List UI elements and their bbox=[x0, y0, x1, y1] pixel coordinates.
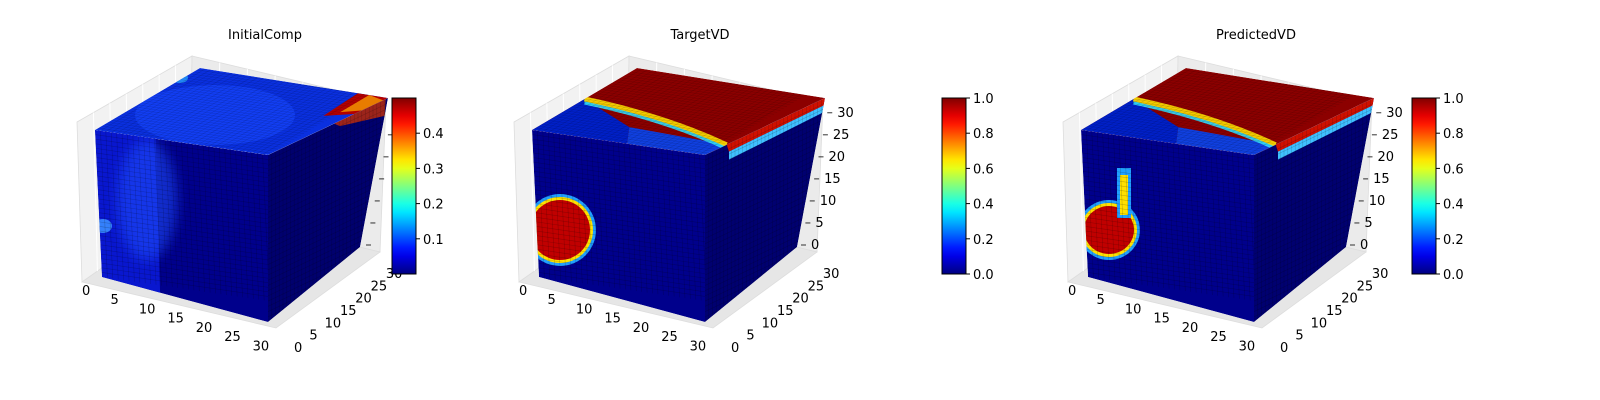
x-tick-label: 5 bbox=[547, 293, 555, 308]
y-tick-label: 5 bbox=[746, 329, 754, 344]
colorbar-tick-label: 0.8 bbox=[1443, 127, 1464, 142]
y-tick-label: 30 bbox=[823, 267, 840, 282]
colorbar-tick-label: 0.2 bbox=[973, 233, 994, 248]
z-tick-label: 25 bbox=[833, 128, 850, 143]
colorbar-tick-label: 0.4 bbox=[1443, 198, 1464, 213]
chart-title: PredictedVD bbox=[1216, 28, 1296, 43]
x-tick-label: 0 bbox=[82, 284, 90, 299]
x-tick-label: 30 bbox=[690, 339, 707, 354]
z-tick-label: 10 bbox=[1369, 194, 1386, 209]
y-tick-label: 25 bbox=[1357, 279, 1374, 294]
cube-right-face bbox=[1254, 98, 1374, 322]
colorbar-tick-label: 0.2 bbox=[423, 198, 444, 213]
x-tick-label: 15 bbox=[1153, 312, 1170, 327]
colorbar-tick-label: 1.0 bbox=[973, 92, 994, 107]
chart-title: TargetVD bbox=[669, 28, 729, 43]
y-tick-label: 20 bbox=[792, 292, 809, 307]
z-tick-label: 20 bbox=[1378, 150, 1395, 165]
cube-front-face bbox=[1081, 130, 1254, 322]
colorbar-tick-label: 0.0 bbox=[973, 268, 994, 283]
z-tick-label: 0 bbox=[811, 238, 819, 253]
x-tick-label: 30 bbox=[253, 339, 270, 354]
x-tick-label: 25 bbox=[661, 330, 678, 345]
x-tick-label: 10 bbox=[576, 302, 593, 317]
colorbar-tick-label: 0.4 bbox=[423, 127, 444, 142]
cube-front-face bbox=[532, 130, 705, 322]
x-tick-label: 20 bbox=[1182, 321, 1199, 336]
z-tick-label: 10 bbox=[820, 194, 837, 209]
x-tick-label: 10 bbox=[139, 302, 156, 317]
chart-title: InitialComp bbox=[228, 28, 302, 43]
cube-top-face bbox=[95, 68, 388, 155]
colorbar-tick-label: 0.1 bbox=[423, 233, 444, 248]
z-tick-label: 30 bbox=[1386, 106, 1403, 121]
x-tick-label: 5 bbox=[110, 293, 118, 308]
colorbar-tick-label: 0.3 bbox=[423, 162, 444, 177]
colorbar-tick-label: 1.0 bbox=[1443, 92, 1464, 107]
z-tick-label: 25 bbox=[1382, 128, 1399, 143]
z-tick-label: 30 bbox=[837, 106, 854, 121]
colorbar: 0.1 0.2 0.3 0.4 bbox=[391, 97, 444, 275]
y-tick-label: 20 bbox=[355, 292, 372, 307]
x-tick-label: 0 bbox=[1068, 284, 1076, 299]
x-tick-label: 20 bbox=[633, 321, 650, 336]
z-tick-label: 15 bbox=[1373, 172, 1390, 187]
y-tick-label: 30 bbox=[1372, 267, 1389, 282]
y-tick-label: 25 bbox=[371, 279, 388, 294]
y-tick-label: 0 bbox=[731, 341, 739, 356]
x-tick-label: 30 bbox=[1239, 339, 1256, 354]
x-tick-label: 25 bbox=[1210, 330, 1227, 345]
y-tick-label: 25 bbox=[808, 279, 825, 294]
z-tick-label: 5 bbox=[1364, 216, 1372, 231]
y-tick-label: 10 bbox=[325, 316, 342, 331]
y-tick-label: 20 bbox=[1341, 292, 1358, 307]
y-tick-label: 15 bbox=[777, 304, 794, 319]
x-tick-label: 20 bbox=[196, 321, 213, 336]
cube-front-face bbox=[95, 130, 268, 322]
colorbar: 0.0 0.2 0.4 0.6 0.8 1.0 bbox=[941, 92, 994, 283]
z-tick-label: 5 bbox=[815, 216, 823, 231]
x-tick-label: 15 bbox=[167, 312, 184, 327]
cube-top-face bbox=[1081, 68, 1374, 155]
x-tick-label: 15 bbox=[604, 312, 621, 327]
colorbar-tick-label: 0.6 bbox=[1443, 162, 1464, 177]
y-tick-label: 15 bbox=[340, 304, 357, 319]
panel-initialcomp: 051015202530051015202530InitialComp0.10.… bbox=[76, 28, 444, 356]
colorbar-tick-label: 0.6 bbox=[973, 162, 994, 177]
z-tick-label: 0 bbox=[1360, 238, 1368, 253]
x-tick-label: 25 bbox=[224, 330, 241, 345]
y-tick-label: 0 bbox=[294, 341, 302, 356]
colorbar-tick-label: 0.4 bbox=[973, 198, 994, 213]
y-tick-label: 5 bbox=[309, 329, 317, 344]
y-tick-label: 15 bbox=[1326, 304, 1343, 319]
y-tick-label: 10 bbox=[1311, 316, 1328, 331]
z-tick-label: 20 bbox=[829, 150, 846, 165]
cube-right-face bbox=[268, 98, 388, 322]
cube-top-face bbox=[532, 68, 825, 155]
y-tick-label: 10 bbox=[762, 316, 779, 331]
colorbar-tick-label: 0.2 bbox=[1443, 233, 1464, 248]
z-tick-label: 15 bbox=[824, 172, 841, 187]
colorbar-tick-label: 0.0 bbox=[1443, 268, 1464, 283]
x-tick-label: 10 bbox=[1125, 302, 1142, 317]
colorbar: 0.0 0.2 0.4 0.6 0.8 1.0 bbox=[1411, 92, 1464, 283]
colorbar-tick-label: 0.8 bbox=[973, 127, 994, 142]
x-tick-label: 0 bbox=[519, 284, 527, 299]
x-tick-label: 5 bbox=[1096, 293, 1104, 308]
y-tick-label: 5 bbox=[1295, 329, 1303, 344]
y-tick-label: 0 bbox=[1280, 341, 1288, 356]
